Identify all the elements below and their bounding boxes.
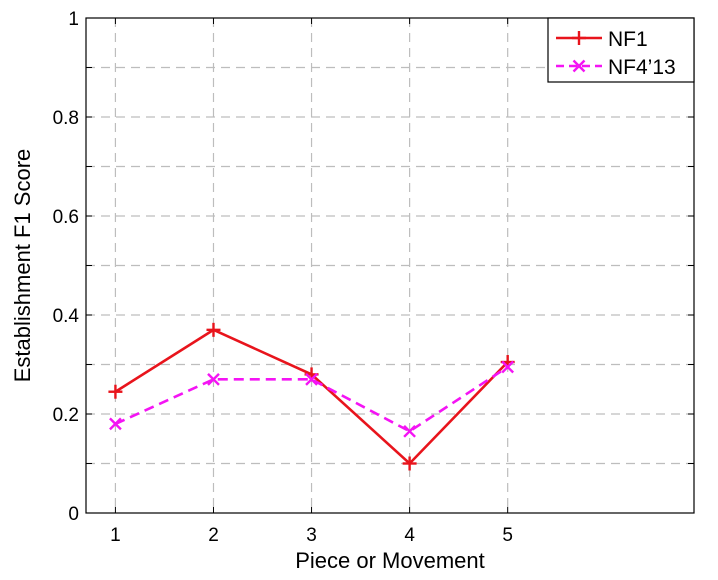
x-tick-label: 5 [502,525,513,546]
data-point-nf4-13 [501,360,515,374]
y-tick-label: 1 [68,9,79,30]
series-layer [108,322,515,471]
x-axis-label: Piece or Movement [295,548,485,573]
series-line-nf4-13 [114,365,509,433]
y-tick-label: 0.4 [53,306,80,327]
marker-stroke [207,373,220,386]
legend-label-nf1: NF1 [608,28,648,51]
data-point-nf4-13 [305,373,318,386]
legend-label-nf4-13: NF4’13 [608,56,676,79]
legend: NF1 NF4’13 [547,17,695,83]
marker-stroke [572,59,586,73]
marker-stroke [109,417,122,431]
legend-item-nf1: NF1 [556,28,648,51]
legend-marker-nf4-13 [572,59,586,73]
x-tick-label: 1 [110,525,121,546]
x-tick-label: 3 [306,525,317,546]
data-point-nf1 [402,456,417,471]
data-point-nf1 [108,384,123,399]
data-point-nf1 [206,322,221,337]
marker-stroke [403,424,416,438]
legend-items: NF1 NF4’13 [556,28,676,79]
y-tick-label: 0.8 [53,108,79,129]
data-point-nf4-13 [207,373,220,386]
y-axis-label: Establishment F1 Score [10,149,35,383]
legend-marker-nf1 [572,31,586,45]
grid [86,18,694,513]
x-tick-label: 4 [404,525,415,546]
data-point-nf4-13 [403,424,416,438]
marker-stroke [305,373,318,386]
legend-item-nf4-13: NF4’13 [556,56,676,79]
axis-ticks: 1 2 3 4 5 0 0.2 0.4 0.6 0.8 1 [53,9,694,546]
marker-stroke [501,360,515,374]
y-tick-label: 0.2 [53,405,79,426]
legend-box [547,17,695,83]
y-tick-label: 0 [68,504,79,525]
series-nf4-13 [109,360,515,438]
y-tick-label: 0.6 [53,207,79,228]
data-point-nf4-13 [109,417,122,431]
x-tick-label: 2 [208,525,219,546]
